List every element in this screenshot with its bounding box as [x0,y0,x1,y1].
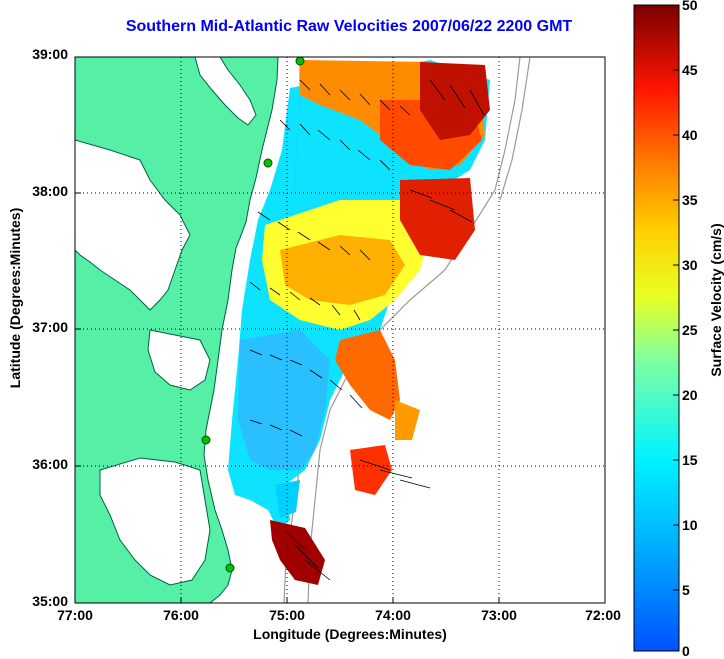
plot-frame [74,56,606,604]
colorbar-tick-label: 35 [682,192,698,208]
delaware-bay [194,57,257,126]
colorbar [633,4,680,652]
x-tick-label: 77:00 [57,607,93,623]
y-tick-label: 36:00 [32,456,68,472]
hf-radar-stations [201,57,305,573]
colorbar-tick-label: 0 [682,643,690,659]
x-tick-label: 73:00 [481,607,517,623]
map-grid [75,57,605,603]
virginia-sounds [147,329,211,391]
y-tick-label: 35:00 [32,593,68,609]
axis-ticks [75,192,500,603]
station-marker [201,435,211,445]
colorbar-tick-label: 40 [682,127,698,143]
chesapeake-bay [75,139,191,311]
colorbar-tick-label: 10 [682,517,698,533]
colorbar-tick-label: 20 [682,387,698,403]
colorbar-tick-label: 30 [682,257,698,273]
y-tick-label: 37:00 [32,319,68,335]
station-marker [225,563,235,573]
x-tick-label: 72:00 [585,607,621,623]
station-marker [295,57,305,66]
x-tick-label: 75:00 [269,607,305,623]
colorbar-tick-label: 25 [682,322,698,338]
colorbar-tick-label: 45 [682,62,698,78]
y-tick-label: 38:00 [32,183,68,199]
pamlico-sound [99,457,211,586]
colorbar-tick-label: 5 [682,582,690,598]
velocity-vectors [249,79,485,581]
x-tick-label: 74:00 [375,607,411,623]
station-marker [263,158,273,168]
colorbar-tick-label: 50 [682,0,698,13]
x-axis-label: Longitude (Degrees:Minutes) [253,626,447,642]
plot-area [75,57,605,603]
colorbar-ticks [673,69,679,591]
x-tick-label: 76:00 [163,607,199,623]
map-title: Southern Mid-Atlantic Raw Velocities 200… [125,18,573,35]
y-tick-label: 39:00 [32,46,68,62]
velocity-field [228,60,490,585]
colorbar-tick-label: 15 [682,452,698,468]
